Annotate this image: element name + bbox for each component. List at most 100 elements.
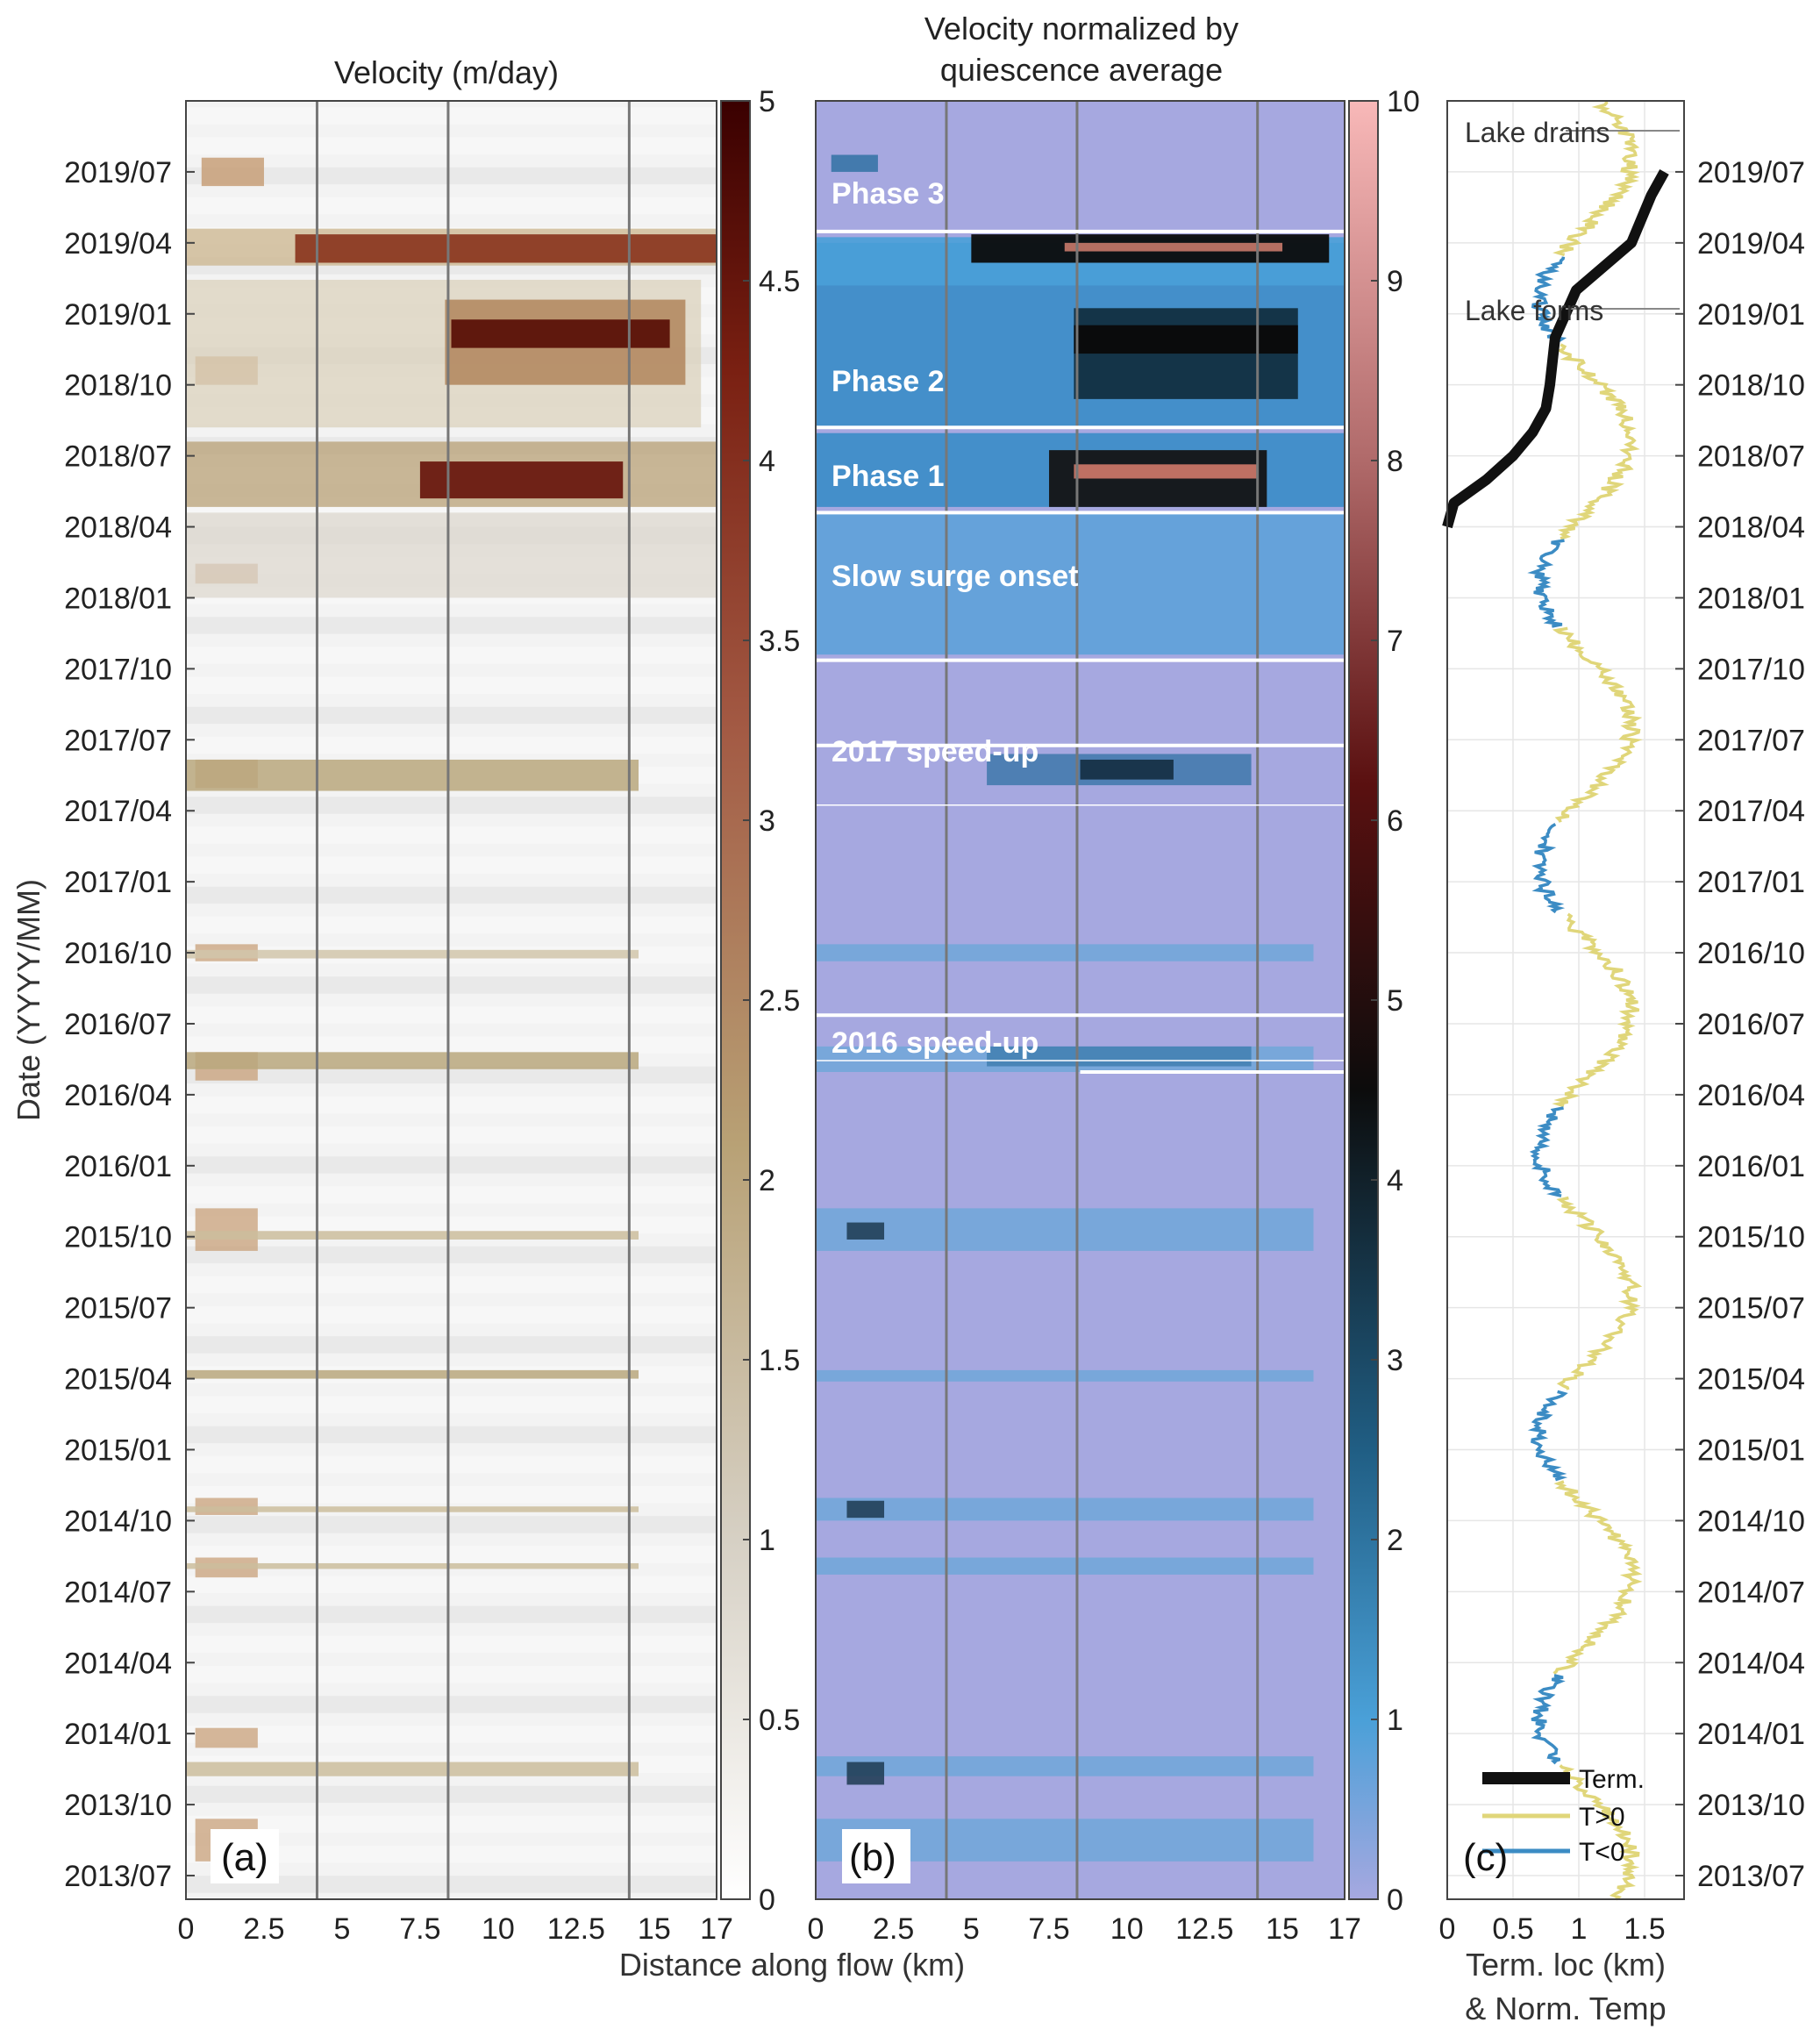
colorbar-tick-label: 5 [1387,984,1403,1018]
velocity-background-cell [186,1486,717,1504]
normalized-event-cell [816,1369,1314,1382]
panel-b-title-line1: Velocity normalized by [924,11,1238,46]
temp-positive-line [1556,1196,1643,1390]
normalized-phase2-peak-cell [1074,325,1298,354]
normalized-2016-cell [987,1046,1252,1067]
distance-tick-label: 17 [700,1912,733,1946]
velocity-background-cell [186,107,717,125]
distance-tick-label: 5 [333,1912,350,1946]
date-tick-left: 2018/07 [64,440,172,474]
date-tick-right: 2017/10 [1697,653,1805,686]
date-tick-right: 2018/10 [1697,369,1805,403]
colorbar-tick-label: 2 [1387,1524,1403,1557]
velocity-background-cell [186,797,717,814]
phase-2-label: Phase 2 [832,365,945,398]
colorbar-a: 0 0.5 1 1.5 2 2.5 3 3.5 4 4.5 5 [720,85,800,1917]
date-tick-right: 2013/07 [1697,1860,1805,1893]
velocity-background-cell [186,1876,717,1893]
velocity-background-cell [186,916,717,934]
velocity-background-cell [186,1216,717,1233]
velocity-background-cell [186,1546,717,1563]
colorbar-tick-label: 1 [759,1524,775,1557]
date-tick-right: 2015/04 [1697,1363,1805,1397]
velocity-background-cell [186,1186,717,1204]
date-tick-left: 2013/10 [64,1789,172,1822]
legend: Term. T>0 T<0 [1482,1765,1645,1867]
date-tick-left: 2016/10 [64,937,172,970]
colorbar-tick-label: 7 [1387,625,1403,658]
velocity-event-cell [186,1762,639,1776]
date-tick-left: 2015/07 [64,1292,172,1326]
date-tick-left: 2016/01 [64,1150,172,1183]
speedup-2016-label: 2016 speed-up [832,1026,1039,1060]
normalized-2017-peak-cell [1080,759,1174,780]
panel-c-tick-label: 1.5 [1624,1912,1665,1946]
distance-tick-label: 10 [482,1912,515,1946]
date-tick-left: 2013/07 [64,1860,172,1893]
temp-negative-line [1527,539,1565,628]
date-tick-right: 2016/07 [1697,1008,1805,1041]
date-tick-right: 2014/07 [1697,1576,1805,1609]
date-tick-left: 2017/04 [64,795,172,828]
y-axis-label: Date (YYYY/MM) [11,879,46,1121]
colorbar-tick-label: 4.5 [759,265,800,298]
distance-tick-label: 5 [963,1912,980,1946]
normalized-event-cell [816,1208,1314,1251]
legend-tpos-label: T>0 [1579,1803,1625,1832]
date-tick-right: 2015/07 [1697,1292,1805,1326]
velocity-margin-cell [195,1208,258,1251]
normalized-margin-cell [831,154,878,172]
distance-tick-label: 10 [1110,1912,1144,1946]
distance-tick-label: 2.5 [243,1912,284,1946]
panel-c-plot [1442,100,1685,1901]
velocity-background-cell [186,1605,717,1624]
terminus-line [1442,169,1669,529]
date-tick-left: 2018/10 [64,369,172,403]
colorbar-tick-label: 1.5 [759,1344,800,1377]
panel-c-tick-label: 1 [1571,1912,1588,1946]
panel-b-label: (b) [849,1836,896,1879]
velocity-background-cell [186,1576,717,1593]
panel-c-xlabel-line1: Term. loc (km) [1466,1947,1666,1983]
velocity-background-cell [186,886,717,904]
x-axis-label: Distance along flow (km) [619,1947,965,1983]
panel-a-label: (a) [221,1836,268,1879]
date-tick-right: 2017/07 [1697,724,1805,757]
velocity-background-cell [186,1785,717,1804]
velocity-background-cell [186,647,717,664]
colorbar-tick-label: 4 [1387,1164,1403,1197]
date-tick-left: 2018/01 [64,582,172,615]
panel-b-heatmap [815,100,1345,1900]
velocity-background-cell [186,1006,717,1024]
panel-b-title-line2: quiescence average [940,52,1223,88]
date-tick-left: 2019/07 [64,156,172,189]
distance-tick-label: 12.5 [547,1912,605,1946]
panel-c-tick-label: 0.5 [1492,1912,1533,1946]
date-tick-right: 2016/01 [1697,1150,1805,1183]
velocity-background-cell [186,1036,717,1054]
distance-tick-label: 7.5 [1028,1912,1069,1946]
velocity-event-cell [186,1506,639,1512]
date-tick-left: 2019/04 [64,227,172,261]
panel-c-tick-label: 0 [1439,1912,1456,1946]
normalized-margin-cell [846,1222,885,1240]
velocity-background-cell [186,1126,717,1144]
velocity-background-cell [186,706,717,725]
velocity-background-cell [186,826,717,844]
velocity-event-cell [186,1369,639,1379]
distance-tick-label: 12.5 [1175,1912,1233,1946]
velocity-background-cell [186,856,717,874]
velocity-phase2-peak-cell [451,319,670,348]
velocity-background-cell [186,1096,717,1114]
velocity-event-cell [186,949,639,959]
date-tick-right: 2018/01 [1697,582,1805,615]
slow-surge-onset-label: Slow surge onset [832,560,1079,593]
date-tick-left: 2015/10 [64,1221,172,1254]
velocity-background-cell [186,1666,717,1683]
date-tick-right: 2015/10 [1697,1221,1805,1254]
temp-positive-line [1552,626,1643,823]
velocity-background-cell [186,1396,717,1413]
velocity-event-cell [186,759,639,791]
velocity-background-cell [186,1426,717,1444]
